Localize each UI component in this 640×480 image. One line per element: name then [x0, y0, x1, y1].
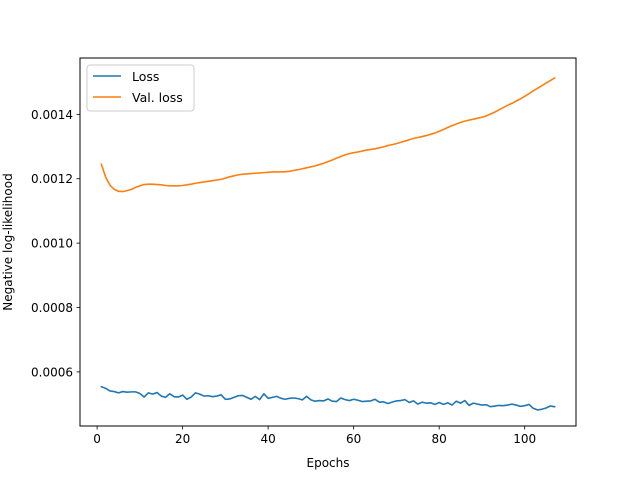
- series-line-loss: [100, 385, 556, 411]
- x-tick-label: 40: [260, 432, 275, 446]
- x-axis-label: Epochs: [307, 456, 350, 470]
- x-tick-label: 100: [513, 432, 536, 446]
- y-axis-label: Negative log-likelihood: [1, 173, 15, 310]
- x-tick-label: 80: [432, 432, 447, 446]
- legend-label-loss: Loss: [132, 69, 159, 84]
- y-tick-label: 0.0008: [31, 301, 73, 315]
- y-axis-ticks: 0.0006 0.0008 0.0010 0.0012 0.0014: [31, 108, 80, 379]
- x-axis-ticks: 0 20 40 60 80 100: [93, 426, 536, 446]
- y-tick-label: 0.0006: [31, 365, 73, 379]
- legend-label-val-loss: Val. loss: [132, 90, 183, 105]
- x-tick-label: 20: [175, 432, 190, 446]
- x-tick-label: 60: [346, 432, 361, 446]
- y-tick-label: 0.0012: [31, 172, 73, 186]
- plot-frame: [79, 57, 577, 427]
- legend: Loss Val. loss: [86, 64, 195, 112]
- y-tick-label: 0.0010: [31, 237, 73, 251]
- y-tick-label: 0.0014: [31, 108, 73, 122]
- series-line-val-loss: [100, 76, 556, 193]
- series-layer: [100, 76, 556, 411]
- x-tick-label: 0: [93, 432, 101, 446]
